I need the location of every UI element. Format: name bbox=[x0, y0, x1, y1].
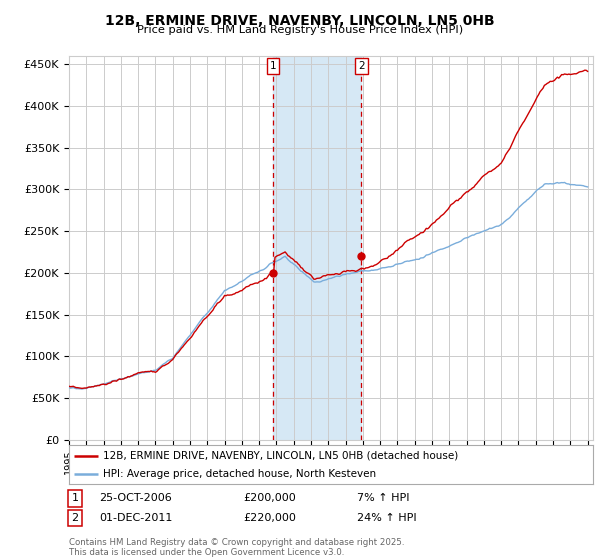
Text: £200,000: £200,000 bbox=[243, 493, 296, 503]
Text: 12B, ERMINE DRIVE, NAVENBY, LINCOLN, LN5 0HB (detached house): 12B, ERMINE DRIVE, NAVENBY, LINCOLN, LN5… bbox=[103, 451, 458, 461]
Text: 7% ↑ HPI: 7% ↑ HPI bbox=[357, 493, 409, 503]
Text: £220,000: £220,000 bbox=[243, 513, 296, 523]
Text: 24% ↑ HPI: 24% ↑ HPI bbox=[357, 513, 416, 523]
Text: 2: 2 bbox=[71, 513, 79, 523]
Bar bbox=[273, 56, 361, 440]
Text: 1: 1 bbox=[269, 61, 277, 71]
Text: 01-DEC-2011: 01-DEC-2011 bbox=[99, 513, 172, 523]
Text: Contains HM Land Registry data © Crown copyright and database right 2025.
This d: Contains HM Land Registry data © Crown c… bbox=[69, 538, 404, 557]
Text: 25-OCT-2006: 25-OCT-2006 bbox=[99, 493, 172, 503]
Text: Price paid vs. HM Land Registry's House Price Index (HPI): Price paid vs. HM Land Registry's House … bbox=[137, 25, 463, 35]
Text: HPI: Average price, detached house, North Kesteven: HPI: Average price, detached house, Nort… bbox=[103, 469, 376, 479]
Text: 2: 2 bbox=[358, 61, 364, 71]
Text: 12B, ERMINE DRIVE, NAVENBY, LINCOLN, LN5 0HB: 12B, ERMINE DRIVE, NAVENBY, LINCOLN, LN5… bbox=[105, 14, 495, 28]
Text: 1: 1 bbox=[71, 493, 79, 503]
